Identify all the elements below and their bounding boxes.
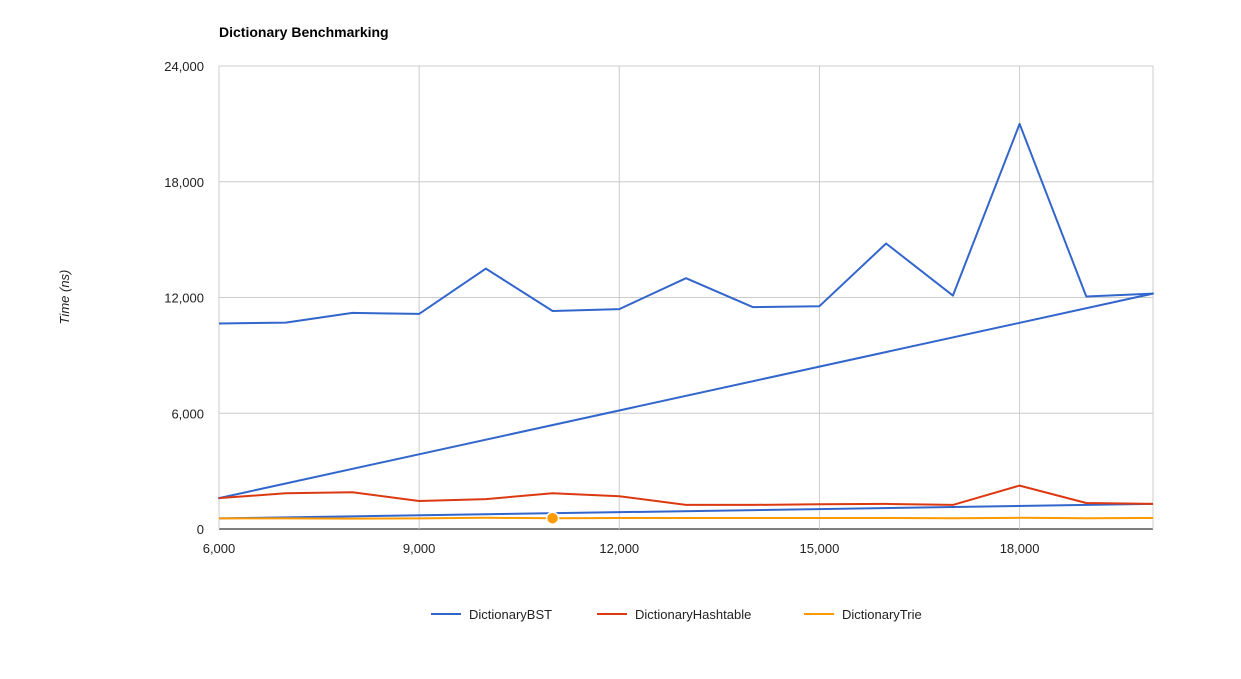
x-tick-label: 15,000 <box>800 541 840 556</box>
highlight-markers <box>545 511 560 525</box>
tick-labels: 0 6,000 12,000 18,000 24,000 6,000 9,000 12,000… <box>164 59 1039 556</box>
series-line-dictionarybst[interactable] <box>218 122 1154 500</box>
grid <box>218 65 1154 530</box>
legend[interactable]: DictionaryBST DictionaryHashtable Dictiona… <box>431 607 922 622</box>
y-tick-label: 0 <box>197 522 204 537</box>
x-tick-label: 9,000 <box>403 541 436 556</box>
highlighted-data-point[interactable] <box>545 511 560 525</box>
y-tick-label: 6,000 <box>171 406 204 421</box>
legend-item-dictionaryhashtable[interactable]: DictionaryHashtable <box>597 607 751 622</box>
x-tick-label: 18,000 <box>1000 541 1040 556</box>
x-tick-label: 12,000 <box>599 541 639 556</box>
series-lines <box>218 122 1154 520</box>
y-tick-label: 18,000 <box>164 175 204 190</box>
legend-label: DictionaryTrie <box>842 607 922 622</box>
legend-item-dictionarybst[interactable]: DictionaryBST <box>431 607 552 622</box>
chart-title: Dictionary Benchmarking <box>219 24 389 40</box>
series-line-secondary[interactable] <box>218 502 1154 520</box>
y-axis-label: Time (ns) <box>57 270 72 325</box>
x-tick-label: 6,000 <box>203 541 236 556</box>
y-tick-label: 12,000 <box>164 291 204 306</box>
series-line-dictionaryhashtable[interactable] <box>218 484 1154 506</box>
legend-label: DictionaryHashtable <box>635 607 751 622</box>
series-line-dictionarytrie[interactable] <box>219 516 1154 520</box>
y-tick-label: 24,000 <box>164 59 204 74</box>
legend-label: DictionaryBST <box>469 607 552 622</box>
legend-item-dictionarytrie[interactable]: DictionaryTrie <box>804 607 922 622</box>
